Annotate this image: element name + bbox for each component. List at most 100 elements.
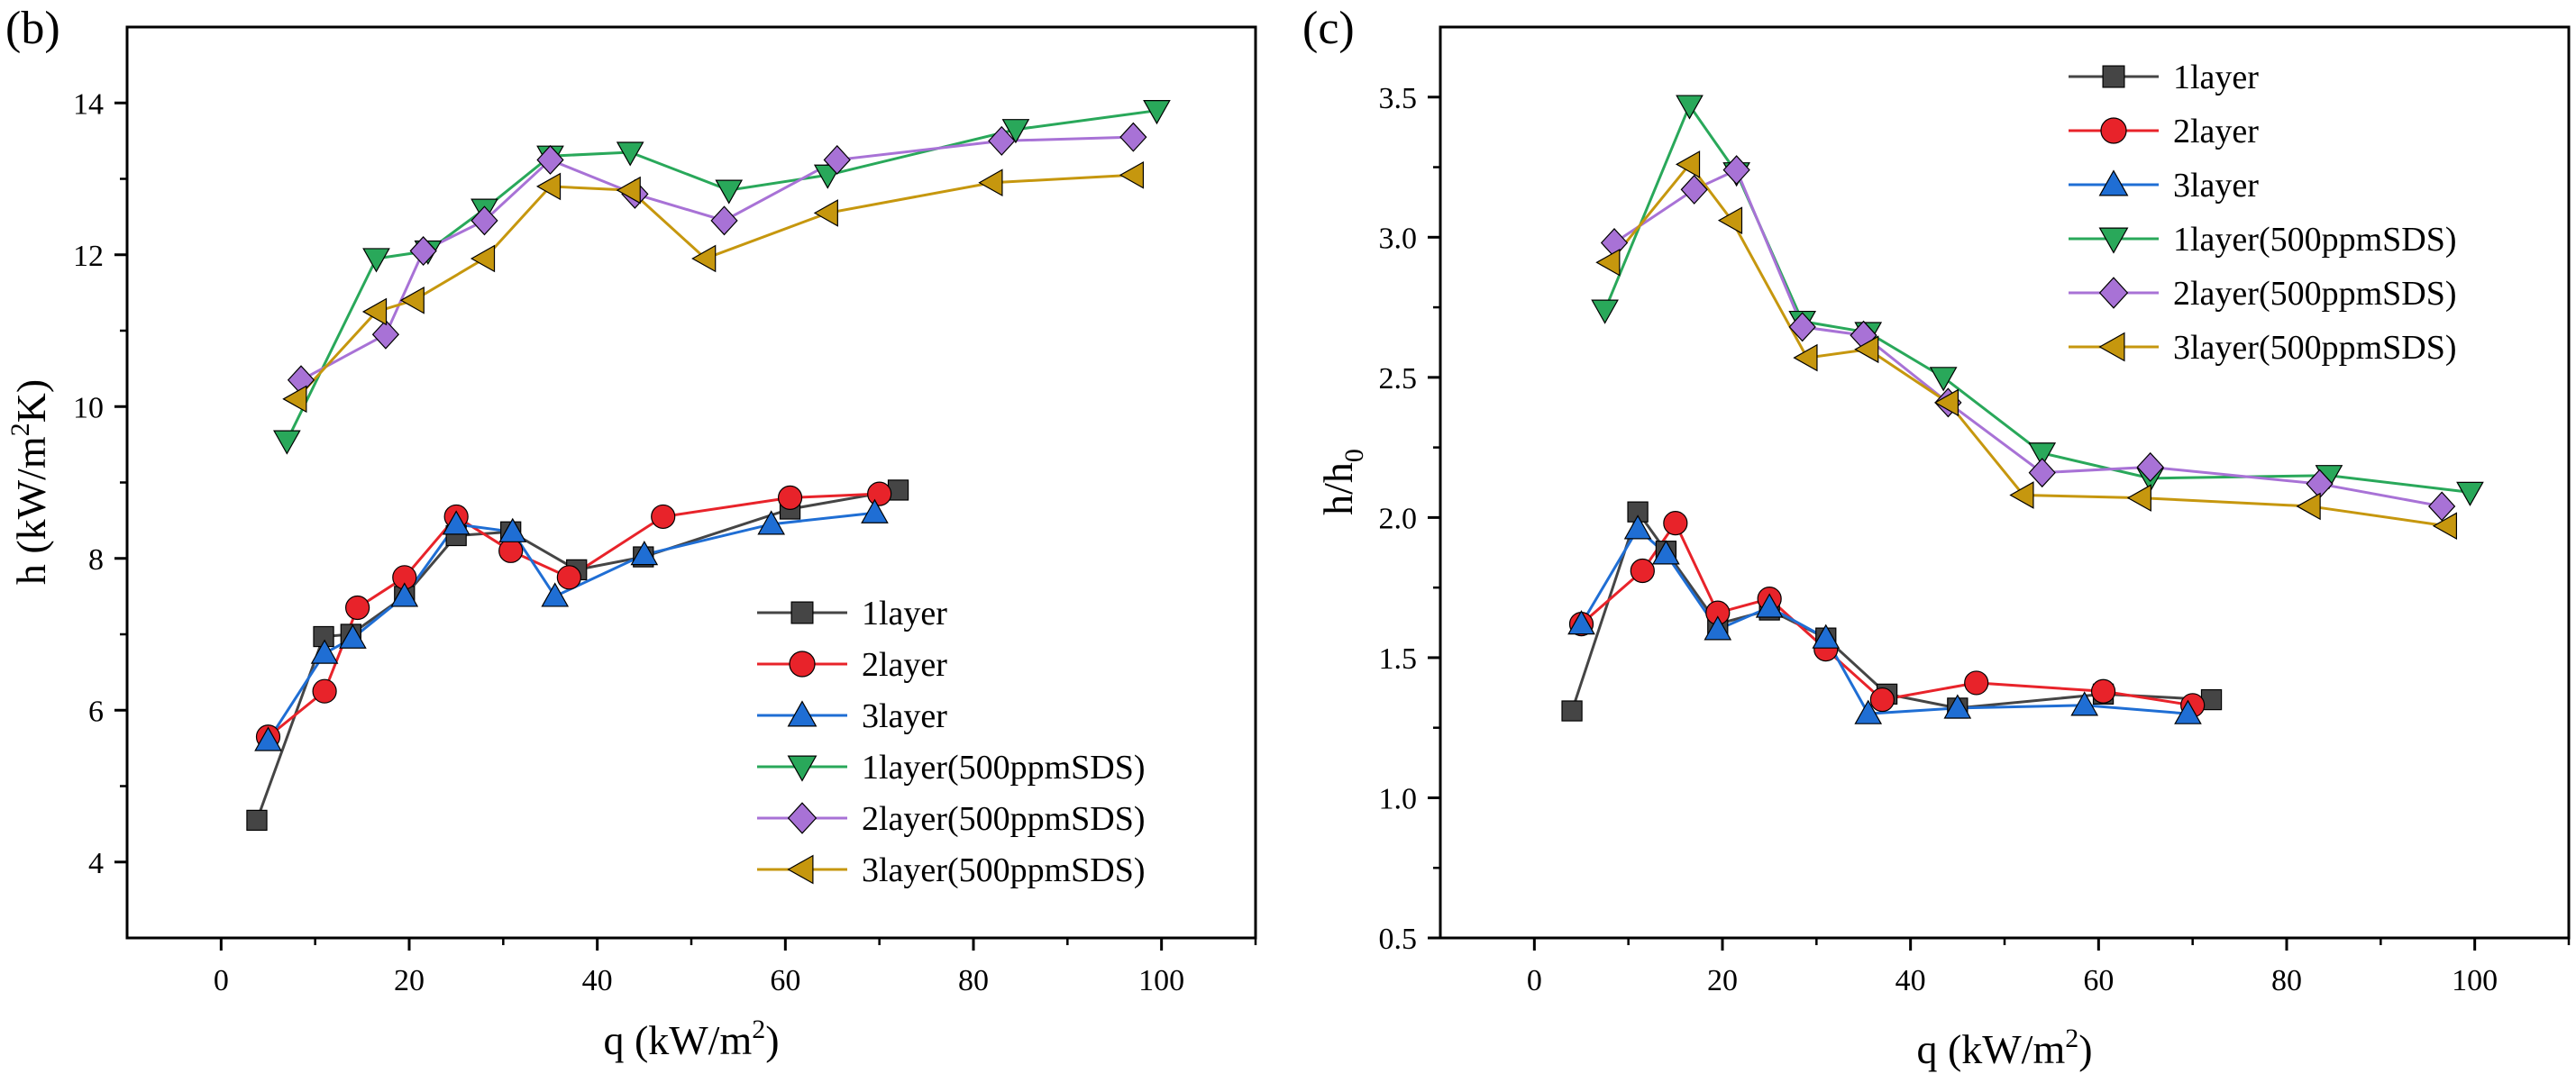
chart-c-ytick-label: 2.5 — [1379, 362, 1418, 396]
chart-b-xlabel: q (kW/m2) — [603, 1015, 779, 1063]
chart-b-data-point — [1143, 100, 1171, 125]
chart-b-data-point — [616, 141, 644, 167]
chart-b-data-point — [1001, 119, 1030, 144]
chart-b-data-point — [1119, 122, 1147, 152]
chart-b-data-point — [757, 510, 786, 535]
chart-b-data-point — [498, 538, 524, 563]
chart-c-data-point — [1717, 206, 1743, 234]
chart-c-data-point — [1854, 335, 1879, 364]
chart-c-xtick-label: 20 — [1707, 964, 1738, 997]
chart-b-data-point — [616, 176, 641, 205]
chart-c-data-point — [2090, 678, 2116, 704]
chart-b-data-point — [978, 168, 1003, 197]
chart-b-data-point — [371, 319, 400, 350]
chart-b-data-point — [246, 809, 268, 832]
chart-b-data-point — [777, 485, 803, 510]
chart-c-data-point — [1567, 610, 1595, 635]
chart-b-xtick-label: 100 — [1138, 964, 1184, 997]
chart-c-legend-marker — [2098, 277, 2129, 309]
chart-c-data-point — [1812, 623, 1841, 649]
chart-c-frame — [1439, 25, 2571, 940]
chart-c-xtick-label: 80 — [2271, 964, 2302, 997]
chart-c-legend-marker — [2100, 117, 2127, 144]
chart-b-legend-label: 3layer(500ppmSDS) — [862, 851, 1146, 889]
chart-b-data-point — [651, 504, 676, 530]
chart-c-xtick-label: 100 — [2452, 964, 2498, 997]
chart-b-data-point — [536, 144, 564, 175]
chart-b-legend-marker — [790, 601, 814, 624]
chart-b-data-point — [470, 205, 498, 236]
chart-c-data-point — [1595, 248, 1621, 277]
chart-c-legend-label: 2layer — [2173, 113, 2259, 150]
chart-c-data-point — [1854, 699, 1883, 724]
chart-b-data-point — [339, 623, 367, 649]
chart-b-data-point — [282, 385, 307, 414]
chart-b-data-point — [715, 179, 744, 205]
chart-b-ytick-label: 4 — [88, 847, 104, 880]
chart-c-ticks: 0 20 40 60 80 100 0.5 1.0 1.5 2.0 2.5 3.0 3.5 — [1379, 82, 2571, 997]
chart-b-xtick-label: 40 — [582, 964, 613, 997]
chart-b-xtick-label: 20 — [394, 964, 425, 997]
chart-b-data-point — [630, 541, 659, 566]
chart-b-data-point — [390, 582, 419, 607]
chart-c-data-point — [2136, 451, 2164, 482]
chart-b-data-point — [867, 481, 892, 506]
chart-b-data-point — [691, 244, 717, 273]
chart-c-series-line-5 — [1608, 161, 2447, 528]
chart-c-data-point — [2070, 691, 2099, 716]
chart-b-legend-marker — [787, 755, 818, 782]
chart-c-series — [1561, 95, 2484, 724]
chart-c-data-point — [1755, 593, 1784, 618]
chart-c-data-point — [1591, 299, 1619, 324]
chart-c-data-point — [1704, 615, 1732, 641]
chart-c-legend-label: 3layer(500ppmSDS) — [2173, 329, 2457, 367]
chart-b-data-point — [1119, 160, 1145, 189]
chart-c-xtick-label: 60 — [2083, 964, 2114, 997]
chart-c-data-point — [2428, 491, 2456, 522]
chart-b-data-point — [442, 510, 470, 535]
chart-b-ytick-label: 10 — [73, 391, 104, 424]
chart-c-data-point — [1676, 95, 1704, 120]
chart-b-series-line-4 — [300, 135, 1134, 382]
chart-c-legend: 1layer 2layer 3layer 1layer(500ppmSDS) 2laye… — [2069, 59, 2457, 367]
chart-b-data-point — [409, 236, 437, 267]
chart-b-data-point — [861, 498, 889, 523]
chart-c-ytick-label: 2.0 — [1379, 502, 1418, 535]
chart-b-data-point — [345, 595, 370, 621]
chart-c-data-point — [1561, 700, 1583, 722]
chart-c-ytick-label: 1.0 — [1379, 782, 1418, 815]
chart-c: 0 20 40 60 80 100 0.5 1.0 1.5 2.0 2.5 3.0 3.5 1layer… — [1315, 25, 2571, 1072]
chart-b-series-line-1 — [267, 492, 880, 738]
chart-c-legend-label: 2layer(500ppmSDS) — [2173, 275, 2457, 313]
chart-c-data-point — [1675, 150, 1701, 178]
chart-b-data-point — [470, 244, 496, 273]
chart-c-data-point — [1680, 174, 1708, 205]
chart-b-series-line-3 — [286, 109, 1157, 441]
chart-b-xtick-label: 60 — [770, 964, 800, 997]
chart-c-legend-label: 1layer — [2173, 59, 2259, 96]
chart-c-data-point — [1943, 694, 1972, 719]
chart-c-data-point — [1652, 540, 1680, 565]
chart-b: 0 20 40 60 80 100 4 6 8 10 12 14 1layer 2layer 3layer… — [5, 25, 1257, 1063]
chart-b-legend-label: 2layer(500ppmSDS) — [862, 800, 1146, 838]
chart-c-data-point — [1929, 367, 1958, 392]
panel-b-label: (b) — [5, 3, 60, 54]
chart-c-data-point — [1722, 155, 1750, 186]
chart-b-data-point — [813, 199, 838, 227]
chart-b-data-point — [310, 639, 339, 664]
chart-c-series-line-4 — [1613, 168, 2443, 508]
chart-c-data-point — [2456, 481, 2484, 506]
chart-b-data-point — [361, 297, 388, 326]
chart-c-data-point — [2296, 492, 2321, 521]
chart-c-ytick-label: 1.5 — [1379, 642, 1418, 676]
chart-b-ytick-label: 6 — [88, 695, 104, 728]
chart-c-xtick-label: 0 — [1527, 964, 1542, 997]
chart-b-data-point — [498, 517, 527, 542]
chart-b-data-point — [254, 726, 282, 751]
chart-c-legend-marker — [2098, 169, 2129, 196]
chart-c-data-point — [2028, 442, 2057, 468]
chart-c-data-point — [1933, 388, 1959, 417]
chart-b-data-point — [988, 125, 1016, 156]
chart-c-legend-marker — [2098, 227, 2129, 254]
chart-b-ytick-label: 8 — [88, 543, 104, 577]
